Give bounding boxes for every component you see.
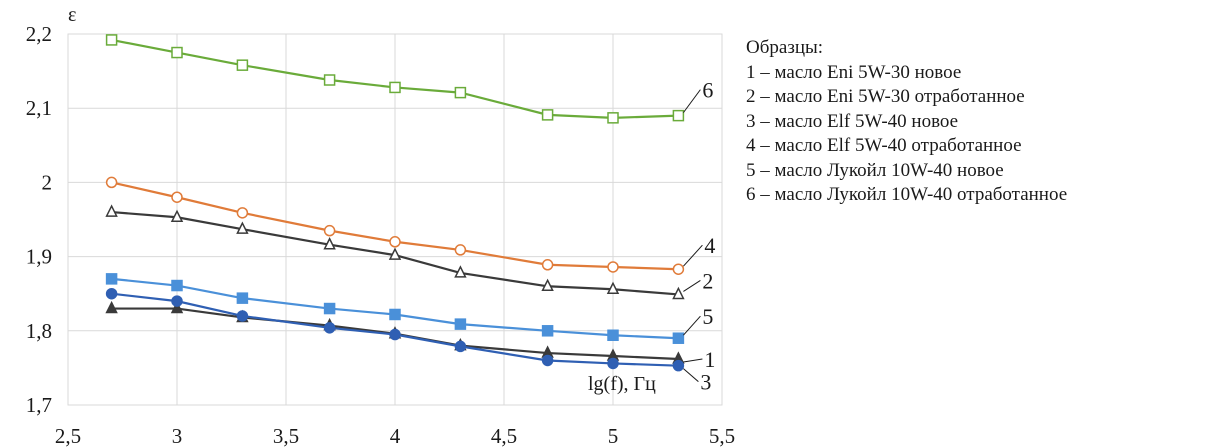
legend-item-1: 1 – масло Eni 5W-30 новое <box>746 61 962 83</box>
data-point-4 <box>171 191 183 203</box>
data-point-4 <box>105 176 118 189</box>
callout-leader-4 <box>683 244 703 267</box>
x-tick-label: 5 <box>608 424 619 448</box>
data-point-4 <box>323 224 336 237</box>
data-point-5 <box>171 279 183 292</box>
data-point-5 <box>541 325 554 337</box>
legend-item-2: 2 – масло Eni 5W-30 отработанное <box>746 86 1025 107</box>
x-axis-label: lg(f), Гц <box>588 373 656 395</box>
data-point-2 <box>236 221 249 234</box>
x-tick-label: 5,5 <box>709 424 735 448</box>
data-point-6 <box>323 74 336 86</box>
series-callouts: 1 2 3 4 5 6 <box>682 78 715 395</box>
gridlines <box>67 33 723 406</box>
series-label-4: 4 <box>704 233 715 258</box>
data-point-5 <box>672 332 685 344</box>
data-point-3 <box>236 310 249 322</box>
legend-item-6: 6 – масло Лукойл 10W-40 отработанное <box>746 184 1068 205</box>
x-tick-label: 3 <box>172 424 183 448</box>
callout-leader-5 <box>683 315 701 336</box>
legend: Образцы: 1 – масло Eni 5W-30 новое 2 – м… <box>746 36 1067 208</box>
y-tick-label: 2 <box>42 170 53 194</box>
x-tick-labels: 2,5 3 3,5 4 4,5 5 5,5 <box>55 424 735 448</box>
x-tick-label: 4 <box>390 424 401 448</box>
data-point-6 <box>454 86 467 99</box>
data-point-6 <box>541 109 554 121</box>
series-label-6: 6 <box>702 78 713 103</box>
data-point-5 <box>607 329 619 342</box>
legend-item-5: 5 – масло Лукойл 10W-40 новое <box>746 159 1004 181</box>
callout-leader-1 <box>683 358 703 363</box>
series-label-5: 5 <box>702 304 713 329</box>
data-point-6 <box>389 81 401 94</box>
data-point-2 <box>606 281 620 294</box>
y-tick-labels: 1,7 1,8 1,9 2 2,1 2,2 <box>26 22 52 417</box>
data-point-3 <box>607 357 619 370</box>
data-point-2 <box>388 247 402 260</box>
data-point-4 <box>541 259 554 271</box>
data-point-4 <box>672 263 685 275</box>
legend-title: Образцы: <box>746 37 824 58</box>
data-point-4 <box>607 261 619 273</box>
series-markers <box>105 34 685 372</box>
data-point-6 <box>672 109 685 122</box>
y-tick-label: 2,2 <box>26 22 52 46</box>
data-point-5 <box>105 273 118 285</box>
data-point-4 <box>389 236 401 248</box>
data-point-5 <box>454 318 467 330</box>
data-point-6 <box>236 59 249 71</box>
callout-leader-3 <box>683 368 699 383</box>
data-point-5 <box>236 292 249 304</box>
data-point-3 <box>171 295 183 307</box>
data-point-3 <box>323 322 336 334</box>
data-point-2 <box>454 265 467 278</box>
data-point-3 <box>454 340 467 353</box>
data-point-3 <box>389 328 401 341</box>
line-chart: 1,71,81,922,12,2 2,5 3 3,5 4 4,5 5 5,5 123456 … <box>26 4 735 448</box>
legend-item-3: 3 – масло Elf 5W-40 новое <box>746 110 959 132</box>
series-label-1: 1 <box>704 347 715 372</box>
y-tick-label: 2,1 <box>26 96 52 120</box>
data-point-2 <box>672 286 685 300</box>
data-point-3 <box>105 287 118 300</box>
x-tick-label: 4,5 <box>491 424 517 448</box>
legend-item-4: 4 – масло Elf 5W-40 отработанное <box>746 135 1022 156</box>
series-label-2: 2 <box>702 268 713 293</box>
data-point-2 <box>323 237 336 250</box>
data-point-1 <box>105 300 118 314</box>
y-tick-label: 1,7 <box>26 393 52 417</box>
x-tick-label: 3,5 <box>273 424 299 448</box>
y-axis-label: ε <box>68 4 76 26</box>
y-tick-label: 1,9 <box>26 245 52 269</box>
data-point-4 <box>236 207 249 219</box>
callout-leader-2 <box>683 280 701 292</box>
data-point-5 <box>389 308 401 321</box>
data-point-4 <box>454 244 467 256</box>
data-point-3 <box>672 359 685 372</box>
y-tick-label: 1,8 <box>26 319 52 343</box>
data-point-2 <box>105 204 118 217</box>
data-point-6 <box>171 46 183 59</box>
data-point-6 <box>105 34 118 46</box>
x-tick-label: 2,5 <box>55 424 81 448</box>
data-point-2 <box>541 278 554 292</box>
data-point-5 <box>323 302 336 315</box>
data-point-2 <box>170 209 184 223</box>
series-label-3: 3 <box>700 370 711 395</box>
data-point-1 <box>170 300 184 314</box>
data-point-3 <box>541 354 554 367</box>
data-point-6 <box>607 112 619 124</box>
callout-leader-6 <box>682 89 701 113</box>
